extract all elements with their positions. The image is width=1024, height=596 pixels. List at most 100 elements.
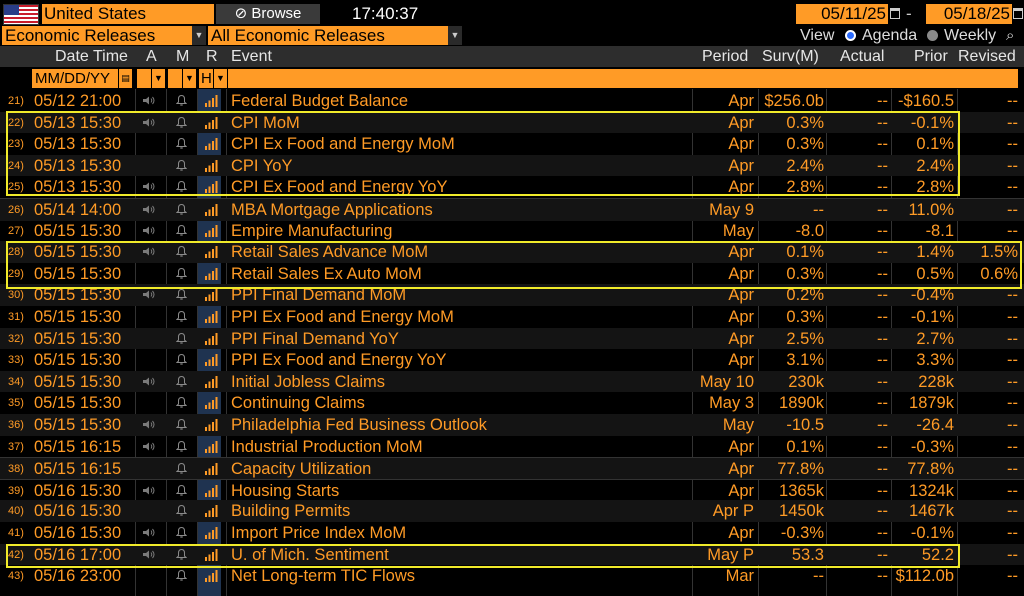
table-row[interactable]: 38) 05/15 16:15 Capacity Utilization Apr 77.… (0, 457, 1024, 480)
bell-icon[interactable] (176, 484, 187, 497)
table-row[interactable]: 35) 05/15 15:30 Continuing Claims May 3 1890… (0, 392, 1024, 414)
table-row[interactable]: 41) 05/16 15:30 Import Price Index MoM Apr -… (0, 522, 1024, 544)
row-event[interactable]: Net Long-term TIC Flows (231, 567, 415, 586)
table-row[interactable]: 24) 05/13 15:30 CPI YoY Apr 2.4% -- 2.4% -- (0, 154, 1024, 177)
row-event[interactable]: PPI Final Demand MoM (231, 286, 407, 305)
releases-dropdown[interactable]: All Economic Releases (208, 26, 448, 45)
date-format-field[interactable]: MM/DD/YY (32, 69, 118, 88)
bell-icon[interactable] (176, 396, 187, 409)
table-row[interactable]: 33) 05/15 15:30 PPI Ex Food and Energy YoY… (0, 349, 1024, 371)
speaker-icon[interactable] (142, 377, 155, 386)
speaker-icon[interactable] (142, 96, 155, 105)
speaker-icon[interactable] (142, 442, 155, 451)
table-row[interactable]: 25) 05/13 15:30 CPI Ex Food and Energy YoY… (0, 176, 1024, 198)
table-row[interactable]: 27) 05/15 15:30 Empire Manufacturing May -8.… (0, 220, 1024, 242)
chevron-down-icon[interactable]: ▼ (182, 69, 196, 88)
m-filter-field[interactable] (168, 69, 182, 88)
bell-icon[interactable] (176, 548, 187, 561)
table-row[interactable]: 34) 05/15 15:30 Initial Jobless Claims May … (0, 370, 1024, 393)
bell-icon[interactable] (176, 94, 187, 107)
row-event[interactable]: Federal Budget Balance (231, 92, 409, 110)
row-event[interactable]: Capacity Utilization (231, 460, 372, 479)
table-row[interactable]: 30) 05/15 15:30 PPI Final Demand MoM Apr 0.2… (0, 284, 1024, 306)
header-r[interactable]: R (206, 48, 218, 65)
table-row[interactable]: 21) 05/12 21:00 Federal Budget Balance Apr $… (0, 90, 1024, 112)
start-date-field[interactable]: 05/11/25 (796, 4, 888, 24)
bell-icon[interactable] (176, 462, 187, 475)
bell-icon[interactable] (176, 504, 187, 517)
row-event[interactable]: Continuing Claims (231, 394, 365, 413)
weekly-label[interactable]: Weekly (944, 27, 997, 44)
speaker-icon[interactable] (142, 182, 155, 191)
bell-icon[interactable] (176, 267, 187, 280)
header-datetime[interactable]: Date Time (55, 48, 128, 65)
row-event[interactable]: PPI Ex Food and Energy YoY (231, 351, 447, 370)
bell-icon[interactable] (176, 137, 187, 150)
bell-icon[interactable] (176, 288, 187, 301)
speaker-icon[interactable] (142, 486, 155, 495)
agenda-label[interactable]: Agenda (862, 27, 918, 44)
bell-icon[interactable] (176, 353, 187, 366)
row-event[interactable]: Industrial Production MoM (231, 437, 423, 456)
chevron-down-icon[interactable]: ▼ (213, 69, 227, 88)
a-filter-field[interactable] (137, 69, 151, 88)
country-field[interactable]: United States (42, 4, 214, 24)
table-row[interactable]: 43) 05/16 23:00 Net Long-term TIC Flows Mar… (0, 565, 1024, 587)
table-row[interactable]: 22) 05/13 15:30 CPI MoM Apr 0.3% -- -0.1% -- (0, 111, 1024, 134)
speaker-icon[interactable] (142, 205, 155, 214)
chevron-down-icon[interactable]: ▼ (151, 69, 165, 88)
agenda-radio[interactable] (845, 30, 856, 41)
row-event[interactable]: Retail Sales Ex Auto MoM (231, 264, 422, 283)
row-event[interactable]: CPI YoY (231, 156, 293, 175)
event-filter-field[interactable] (228, 69, 1018, 88)
speaker-icon[interactable] (142, 528, 155, 537)
header-surv[interactable]: Surv(M) (762, 48, 819, 65)
speaker-icon[interactable] (142, 420, 155, 429)
calendar-icon[interactable]: ▤ (118, 69, 132, 88)
table-row[interactable]: 28) 05/15 15:30 Retail Sales Advance MoM Ap… (0, 241, 1024, 263)
bell-icon[interactable] (176, 375, 187, 388)
table-row[interactable]: 31) 05/15 15:30 PPI Ex Food and Energy MoM… (0, 306, 1024, 328)
bell-icon[interactable] (176, 569, 187, 582)
table-row[interactable]: 42) 05/16 17:00 U. of Mich. Sentiment May P… (0, 543, 1024, 566)
speaker-icon[interactable] (142, 247, 155, 256)
row-event[interactable]: Building Permits (231, 502, 351, 521)
bell-icon[interactable] (176, 440, 187, 453)
header-m[interactable]: M (176, 48, 190, 65)
row-event[interactable]: Import Price Index MoM (231, 524, 407, 542)
speaker-icon[interactable] (142, 118, 155, 127)
header-actual[interactable]: Actual (840, 48, 885, 65)
row-event[interactable]: PPI Ex Food and Energy MoM (231, 308, 454, 326)
bell-icon[interactable] (176, 203, 187, 216)
calendar-icon[interactable] (890, 8, 900, 19)
table-row[interactable]: 36) 05/15 15:30 Philadelphia Fed Business … (0, 414, 1024, 436)
speaker-icon[interactable] (142, 290, 155, 299)
row-event[interactable]: Housing Starts (231, 481, 340, 500)
table-row[interactable]: 29) 05/15 15:30 Retail Sales Ex Auto MoM Ap… (0, 263, 1024, 285)
row-event[interactable]: Retail Sales Advance MoM (231, 243, 429, 262)
calendar-icon[interactable] (1013, 8, 1023, 19)
bell-icon[interactable] (176, 526, 187, 539)
header-event[interactable]: Event (231, 48, 272, 65)
weekly-radio[interactable] (927, 30, 938, 41)
bell-icon[interactable] (176, 245, 187, 258)
header-revised[interactable]: Revised (958, 48, 1016, 65)
bell-icon[interactable] (176, 116, 187, 129)
table-row[interactable]: 39) 05/16 15:30 Housing Starts Apr 1365k -- 13… (0, 478, 1024, 502)
bell-icon[interactable] (176, 180, 187, 193)
header-prior[interactable]: Prior (914, 48, 948, 65)
row-event[interactable]: CPI Ex Food and Energy YoY (231, 178, 448, 197)
row-event[interactable]: Empire Manufacturing (231, 221, 393, 240)
bell-icon[interactable] (176, 310, 187, 323)
browse-button[interactable]: ⊘ Browse (216, 4, 320, 24)
row-event[interactable]: Philadelphia Fed Business Outlook (231, 416, 487, 434)
row-event[interactable]: PPI Final Demand YoY (231, 329, 399, 348)
speaker-icon[interactable] (142, 550, 155, 559)
bell-icon[interactable] (176, 418, 187, 431)
header-a[interactable]: A (146, 48, 157, 65)
bell-icon[interactable] (176, 224, 187, 237)
chevron-down-icon[interactable]: ▼ (448, 26, 462, 45)
chevron-down-icon[interactable]: ▼ (192, 26, 206, 45)
speaker-icon[interactable] (142, 226, 155, 235)
row-event[interactable]: Initial Jobless Claims (231, 372, 386, 391)
